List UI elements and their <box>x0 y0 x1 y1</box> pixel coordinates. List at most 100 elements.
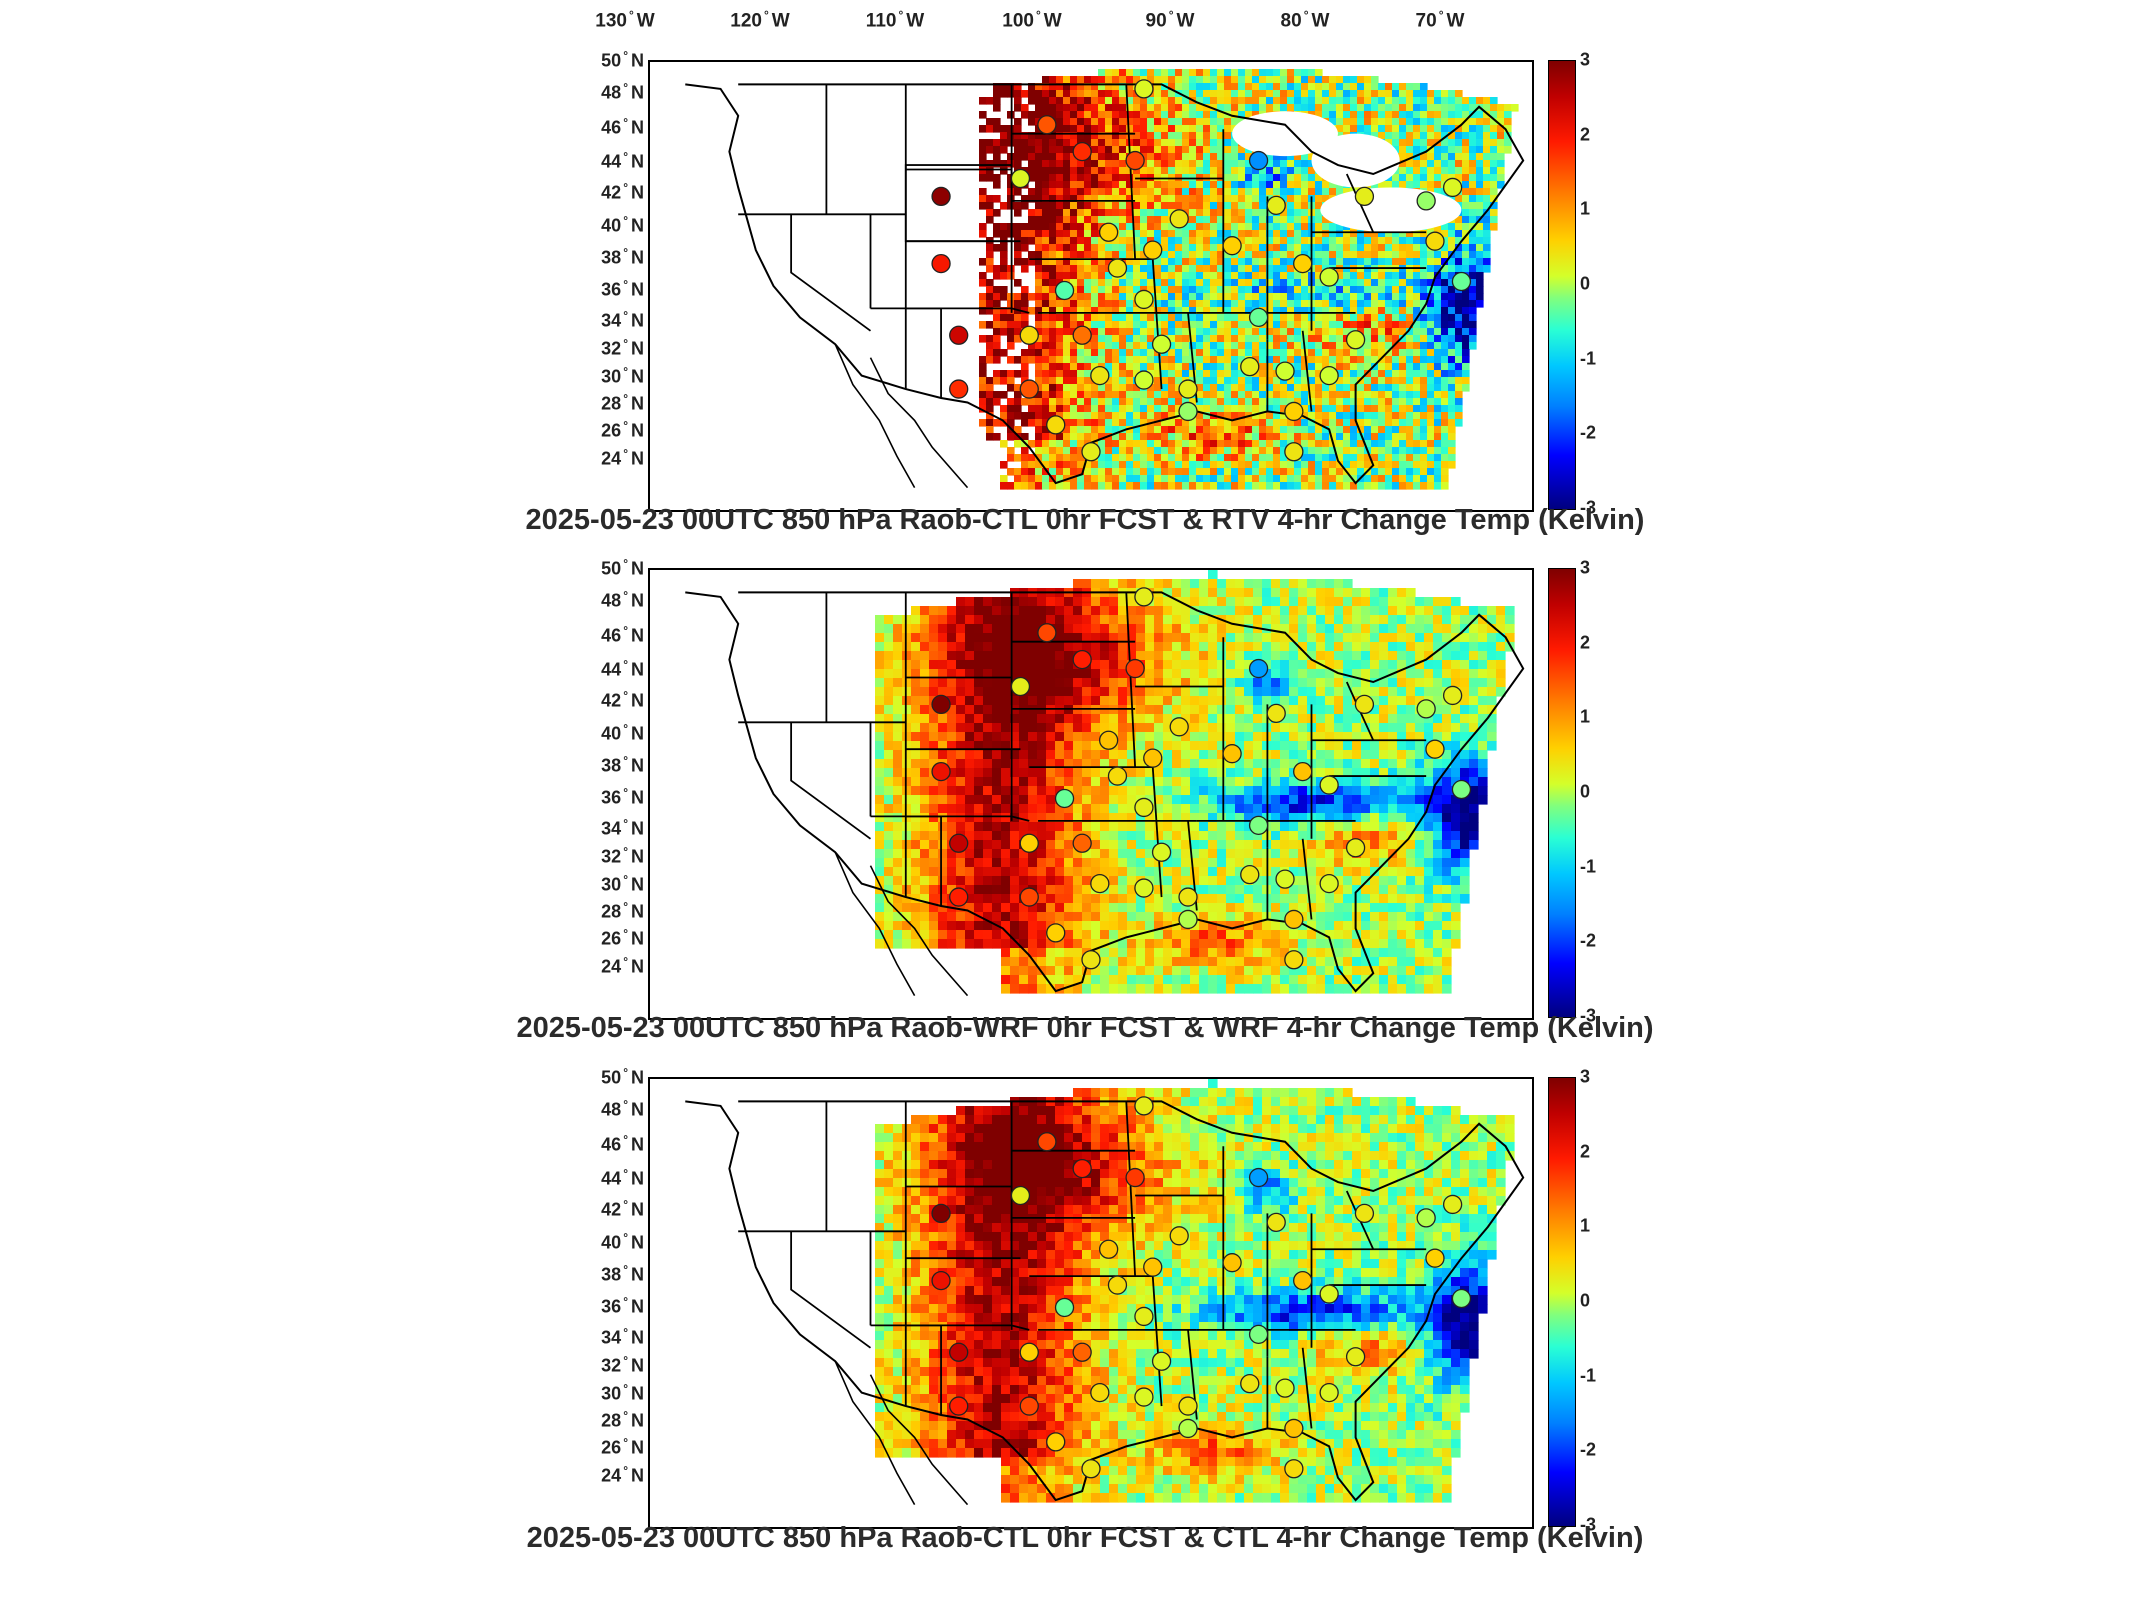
raob-station-marker <box>1284 401 1304 422</box>
latitude-label: 36 ° N <box>601 277 644 300</box>
raob-station-marker <box>1090 873 1110 894</box>
longitude-label: 130 ° W <box>595 8 655 32</box>
raob-station-marker <box>1143 240 1163 260</box>
colorbar-tick-label: 3 <box>1580 1066 1591 1087</box>
raob-station-marker <box>1222 236 1242 256</box>
raob-station-marker <box>1046 1432 1066 1452</box>
raob-station-marker <box>1098 1239 1119 1259</box>
raob-station-marker <box>1134 1096 1154 1116</box>
colorbar-tick-label: -2 <box>1580 422 1597 443</box>
latitude-label: 44 ° N <box>601 1166 644 1189</box>
latitude-label: 28 ° N <box>601 391 644 414</box>
raob-station-marker <box>1019 1396 1039 1416</box>
raob-station-marker <box>1072 1158 1092 1179</box>
colorbar <box>1548 568 1576 1018</box>
coastline <box>834 1360 916 1505</box>
state-boundary <box>1151 1276 1163 1407</box>
raob-station-marker <box>1266 703 1286 724</box>
raob-station-marker <box>1284 442 1304 462</box>
raob-station-marker <box>1134 797 1154 818</box>
raob-station-marker <box>1134 79 1154 99</box>
raob-station-marker <box>1081 1459 1101 1479</box>
latitude-label: 44 ° N <box>601 657 644 680</box>
latitude-label: 24 ° N <box>601 954 644 977</box>
raob-station-marker <box>1072 649 1092 670</box>
latitude-label: 48 ° N <box>601 80 644 103</box>
state-boundary <box>1151 767 1163 898</box>
colorbar-tick-label: -2 <box>1580 930 1597 951</box>
raob-station-marker <box>949 833 969 853</box>
raob-station-marker <box>1072 141 1092 162</box>
raob-station-marker <box>1046 923 1066 943</box>
raob-station-marker <box>1284 950 1304 970</box>
raob-station-marker <box>1072 325 1092 345</box>
state-boundary <box>1301 330 1313 412</box>
state-boundary <box>905 1324 1030 1331</box>
raob-station-marker <box>1054 788 1075 809</box>
raob-station-marker <box>1019 833 1039 853</box>
colorbar-tick-label: 1 <box>1580 198 1591 219</box>
colorbar-tick-label: 1 <box>1580 1215 1591 1236</box>
raob-station-marker <box>1240 1373 1260 1394</box>
raob-station-marker <box>1169 717 1189 737</box>
raob-station-marker <box>1143 748 1163 768</box>
country-outline <box>685 1100 1525 1502</box>
colorbar-tick-label: 3 <box>1580 557 1591 578</box>
raob-station-marker <box>1178 1396 1198 1416</box>
raob-station-marker <box>1425 231 1445 251</box>
raob-station-marker <box>1037 1132 1057 1152</box>
state-boundary <box>1301 1347 1313 1429</box>
latitude-label: 46 ° N <box>601 115 644 138</box>
raob-station-marker <box>1107 258 1128 278</box>
raob-station-marker <box>1098 222 1119 242</box>
colorbar-tick-label: -1 <box>1580 1365 1597 1386</box>
latitude-label: 26 ° N <box>601 926 644 949</box>
panel-title: 2025-05-23 00UTC 850 hPa Raob-WRF 0hr FC… <box>516 1012 1654 1044</box>
raob-station-marker <box>1134 587 1154 607</box>
raob-station-marker <box>1046 415 1066 435</box>
state-boundary <box>905 815 1030 822</box>
panel-title: 2025-05-23 00UTC 850 hPa Raob-CTL 0hr FC… <box>526 1522 1644 1554</box>
raob-station-marker <box>1293 761 1313 782</box>
raob-station-marker <box>1293 253 1313 274</box>
state-boundary <box>1125 592 1136 768</box>
raob-station-marker <box>1143 1257 1163 1277</box>
latitude-label: 38 ° N <box>601 1262 644 1285</box>
colorbar-tick-label: 1 <box>1580 706 1591 727</box>
raob-station-marker <box>931 186 951 207</box>
latitude-label: 42 ° N <box>601 1197 644 1220</box>
colorbar <box>1548 1077 1576 1527</box>
raob-station-marker <box>1275 869 1295 889</box>
coastline <box>834 851 916 996</box>
colorbar-tick-label: 2 <box>1580 124 1591 145</box>
state-boundary <box>790 722 872 840</box>
raob-station-marker <box>931 1270 951 1291</box>
state-boundary <box>790 214 872 332</box>
raob-station-marker <box>1248 150 1269 171</box>
country-outline <box>685 83 1525 485</box>
temperature-field <box>875 570 1515 994</box>
raob-station-marker <box>1019 325 1039 345</box>
raob-station-marker <box>1010 1185 1031 1206</box>
colorbar-tick-label: -2 <box>1580 1439 1597 1460</box>
latitude-label: 34 ° N <box>601 308 644 331</box>
latitude-label: 24 ° N <box>601 1463 644 1486</box>
raob-station-marker <box>1284 909 1304 930</box>
colorbar-tick-label: 0 <box>1580 273 1591 294</box>
longitude-label: 90 ° W <box>1145 8 1195 32</box>
raob-station-marker <box>1019 887 1039 907</box>
colorbar <box>1548 60 1576 510</box>
colorbar-tick-label: -3 <box>1580 1514 1597 1535</box>
latitude-label: 50 ° N <box>601 48 644 71</box>
latitude-label: 28 ° N <box>601 1408 644 1431</box>
raob-station-marker <box>1081 442 1101 462</box>
raob-station-marker <box>1178 401 1198 422</box>
raob-station-marker <box>949 1396 969 1416</box>
raob-station-marker <box>931 253 951 274</box>
raob-station-marker <box>949 379 969 399</box>
raob-station-marker <box>1134 289 1154 310</box>
raob-station-marker <box>931 761 951 782</box>
colorbar-tick-label: -3 <box>1580 1005 1597 1026</box>
raob-station-marker <box>1178 909 1198 930</box>
